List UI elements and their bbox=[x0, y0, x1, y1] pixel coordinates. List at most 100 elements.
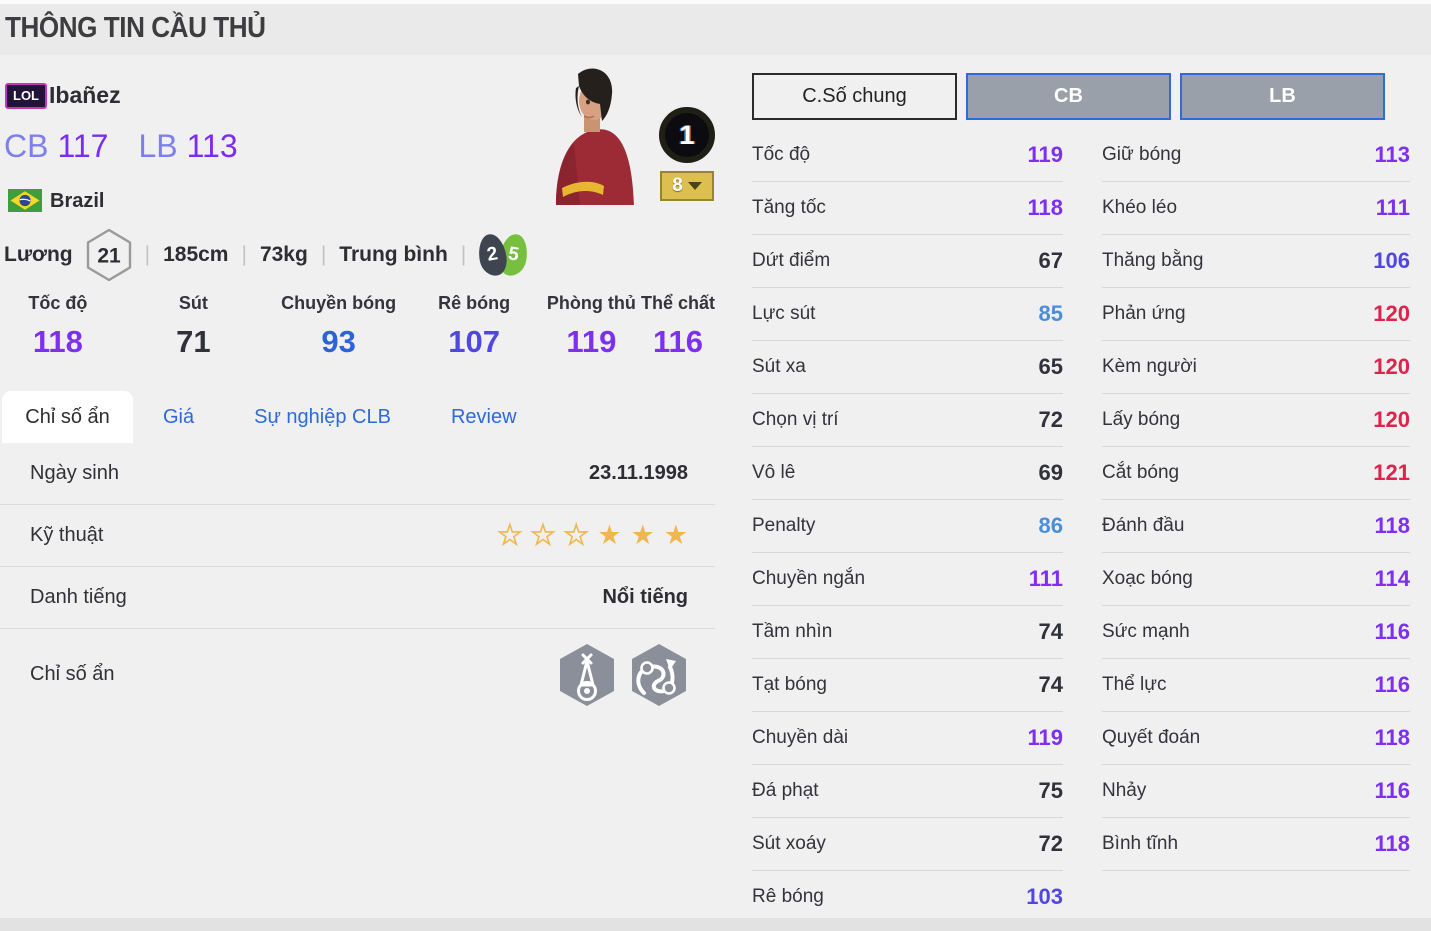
upgrade-level-value: 1 bbox=[679, 119, 695, 150]
dribble-path-hexagon-icon bbox=[632, 643, 686, 706]
detail-stat-label: Phản ứng bbox=[1102, 303, 1186, 324]
right-foot-value: 5 bbox=[506, 243, 521, 266]
detail-stat-row: Chuyền dài 119 bbox=[752, 712, 1063, 765]
birthdate-label: Ngày sinh bbox=[30, 462, 119, 484]
beacon-ball-hexagon-icon bbox=[560, 643, 614, 706]
star-icon: ★ bbox=[663, 520, 688, 550]
page-title: THÔNG TIN CẦU THỦ bbox=[5, 12, 266, 44]
tab[interactable]: Review bbox=[450, 405, 517, 428]
detail-stat-row: Giữ bóng 113 bbox=[1102, 129, 1410, 182]
fame-value: Nổi tiếng bbox=[602, 586, 688, 608]
detail-stat-value: 116 bbox=[1374, 672, 1411, 697]
tab[interactable]: Chỉ số ẩn bbox=[2, 391, 133, 443]
detail-stat-label: Penalty bbox=[752, 515, 816, 536]
footer-strip bbox=[0, 918, 1431, 931]
detail-stat-row: Xoạc bóng 114 bbox=[1102, 553, 1410, 606]
detail-stat-value: 116 bbox=[1374, 619, 1411, 644]
detail-stat-row: Sức mạnh 116 bbox=[1102, 606, 1410, 659]
detail-stat-label: Tầm nhìn bbox=[752, 621, 833, 642]
detail-stat-value: 118 bbox=[1374, 831, 1411, 856]
tab[interactable]: Sự nghiệp CLB bbox=[254, 405, 391, 428]
detail-stat-label: Thể lực bbox=[1102, 674, 1167, 695]
detail-stat-value: 118 bbox=[1374, 513, 1411, 538]
detail-stat-label: Thăng bằng bbox=[1102, 250, 1204, 271]
detail-stats-left: Tốc độ 119 Tăng tốc 118 Dứt điểm 67 Lực … bbox=[752, 129, 1063, 924]
level-select-value: 8 bbox=[672, 175, 683, 196]
birthdate-row: Ngày sinh 23.11.1998 bbox=[0, 443, 715, 505]
star-icon: ★ bbox=[497, 520, 523, 550]
separator: | bbox=[241, 243, 247, 266]
body-type-value: Trung bình bbox=[339, 243, 448, 266]
stat-view-button[interactable]: C.Số chung bbox=[752, 73, 957, 120]
detail-stat-row: Chọn vị trí 72 bbox=[752, 394, 1063, 447]
top-strip bbox=[0, 0, 1431, 4]
summary-stat: Sút 71 bbox=[116, 293, 271, 360]
detail-stat-value: 67 bbox=[1038, 248, 1063, 273]
header-band bbox=[0, 4, 1431, 55]
caret-down-icon bbox=[687, 182, 702, 190]
summary-stat-label: Chuyền bóng bbox=[281, 293, 397, 313]
foot-ratings: 2 5 bbox=[475, 231, 531, 279]
detail-stat-row: Tốc độ 119 bbox=[752, 129, 1063, 182]
detail-stat-label: Xoạc bóng bbox=[1102, 568, 1193, 589]
detail-stat-row: Dứt điểm 67 bbox=[752, 235, 1063, 288]
detail-stat-value: 69 bbox=[1038, 460, 1063, 485]
detail-stat-row: Tầm nhìn 74 bbox=[752, 606, 1063, 659]
detail-stat-value: 119 bbox=[1027, 725, 1064, 750]
detail-stat-label: Vô lê bbox=[752, 462, 796, 483]
detail-stat-row: Sút xa 65 bbox=[752, 341, 1063, 394]
detail-stat-row: Chuyền ngắn 111 bbox=[752, 553, 1063, 606]
detail-stats-right: Giữ bóng 113 Khéo léo 111 Thăng bằng 106… bbox=[1102, 129, 1410, 871]
detail-stat-value: 120 bbox=[1373, 354, 1410, 379]
summary-stat: Rê bóng 107 bbox=[406, 293, 541, 360]
separator: | bbox=[320, 243, 327, 266]
summary-stat-value: 71 bbox=[176, 324, 211, 359]
salary-value: 21 bbox=[97, 245, 121, 268]
position-label: CB bbox=[4, 128, 49, 164]
detail-stat-row: Quyết đoán 118 bbox=[1102, 712, 1410, 765]
detail-stat-value: 106 bbox=[1373, 248, 1410, 273]
detail-stat-value: 75 bbox=[1038, 778, 1063, 803]
skill-label: Kỹ thuật bbox=[30, 524, 104, 546]
detail-stat-value: 121 bbox=[1373, 460, 1410, 485]
detail-stat-row: Khéo léo 111 bbox=[1102, 182, 1410, 235]
separator: | bbox=[460, 243, 467, 266]
detail-stat-label: Đánh đầu bbox=[1102, 515, 1185, 536]
skill-star-rating: ★ ★ ★ ★ ★ ★ bbox=[497, 520, 688, 550]
detail-stat-label: Kèm người bbox=[1102, 356, 1197, 377]
detail-stat-label: Chuyền ngắn bbox=[752, 568, 866, 589]
stat-view-button[interactable]: LB bbox=[1180, 73, 1385, 120]
summary-stat-label: Sút bbox=[178, 293, 208, 313]
detail-stat-label: Chuyền dài bbox=[752, 727, 849, 748]
star-icon: ★ bbox=[597, 520, 622, 550]
detail-stat-label: Giữ bóng bbox=[1102, 144, 1182, 165]
detail-stat-label: Cắt bóng bbox=[1102, 462, 1180, 483]
detail-stat-value: 118 bbox=[1027, 195, 1064, 220]
detail-stat-value: 118 bbox=[1374, 725, 1411, 750]
salary-hexagon-icon: 21 bbox=[86, 228, 131, 282]
level-select-dropdown[interactable]: 8 bbox=[660, 171, 714, 201]
left-foot-value: 2 bbox=[485, 243, 500, 266]
detail-stat-row: Thể lực 116 bbox=[1102, 659, 1410, 712]
summary-stat: Thể chất 116 bbox=[641, 293, 715, 360]
summary-stat-label: Tốc độ bbox=[28, 293, 88, 313]
stat-view-button[interactable]: CB bbox=[966, 73, 1171, 120]
summary-stat: Phòng thủ 119 bbox=[542, 293, 641, 360]
height-value: 185cm bbox=[163, 243, 229, 266]
summary-stat-value: 118 bbox=[32, 324, 83, 359]
stat-view-buttons: C.Số chung CB LB bbox=[752, 73, 1385, 120]
detail-stat-value: 111 bbox=[1375, 195, 1410, 220]
summary-stats: Tốc độ 118 Sút 71 Chuyền bóng 93 Rê bóng… bbox=[0, 293, 715, 360]
detail-stat-row: Tăng tốc 118 bbox=[752, 182, 1063, 235]
detail-stat-value: 72 bbox=[1038, 831, 1063, 856]
detail-stat-row: Kèm người 120 bbox=[1102, 341, 1410, 394]
summary-stat-label: Phòng thủ bbox=[546, 293, 636, 313]
fame-row: Danh tiếng Nổi tiếng bbox=[0, 567, 715, 629]
player-info-row: Lương 21 | 185cm | 73kg | Trung bình | 2… bbox=[4, 226, 531, 284]
hidden-info-table: Ngày sinh 23.11.1998 Kỹ thuật ★ ★ ★ ★ ★ ★ Dan… bbox=[0, 443, 715, 720]
star-icon: ★ bbox=[530, 520, 556, 550]
detail-stat-row: Lực sút 85 bbox=[752, 288, 1063, 341]
detail-stat-label: Sút xa bbox=[752, 356, 806, 377]
detail-stat-value: 72 bbox=[1038, 407, 1063, 432]
tab[interactable]: Giá bbox=[163, 405, 195, 428]
